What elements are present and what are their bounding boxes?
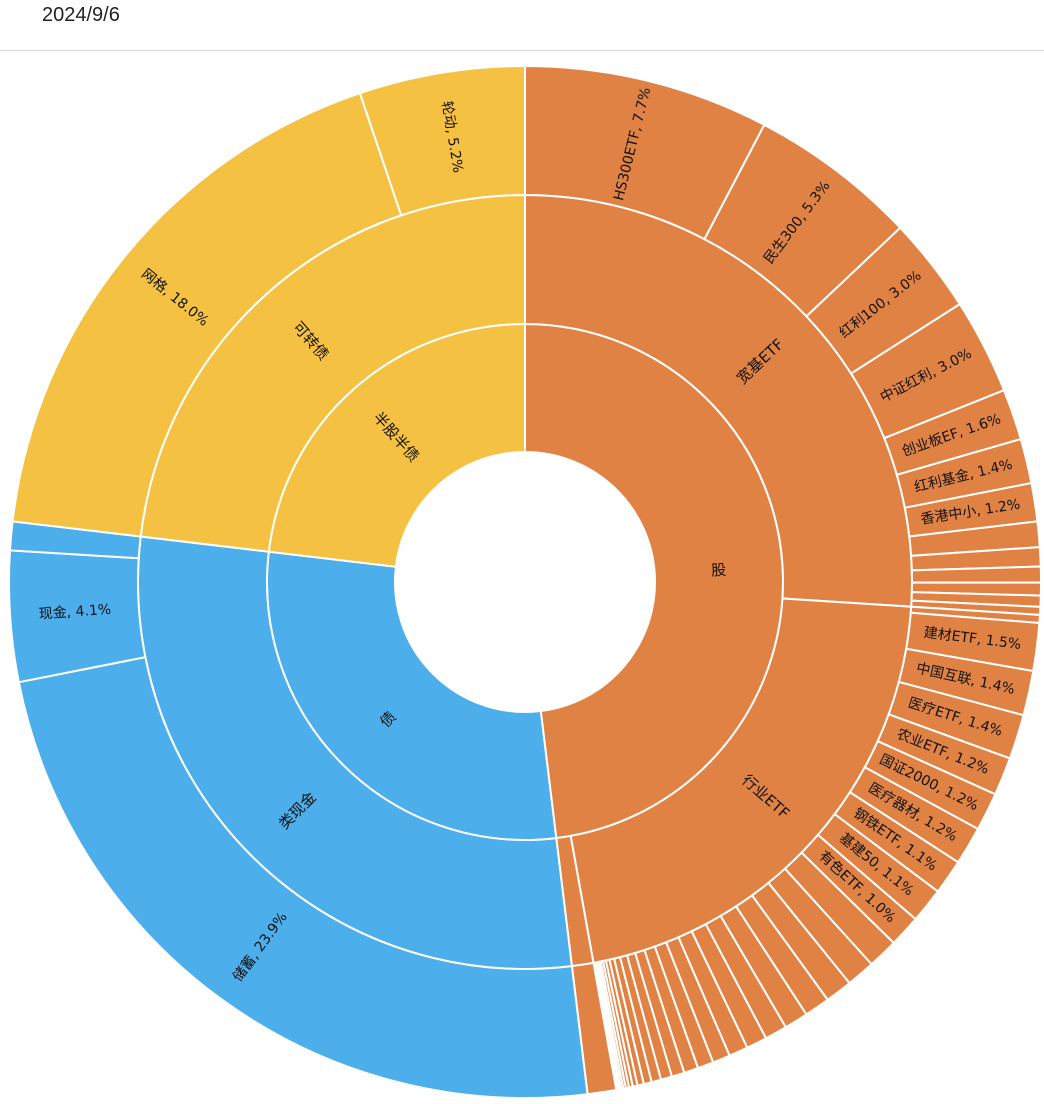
leaf-segment[interactable] [910,565,1043,584]
date-label: 2024/9/6 [42,4,120,26]
header-bar: 2024/9/6 [0,0,1044,51]
leaf-label: 现金, 4.1% [38,602,111,623]
segment-label: 股 [711,561,727,580]
leaf-segment[interactable] [17,655,589,1099]
leaf-segment[interactable] [358,64,526,217]
